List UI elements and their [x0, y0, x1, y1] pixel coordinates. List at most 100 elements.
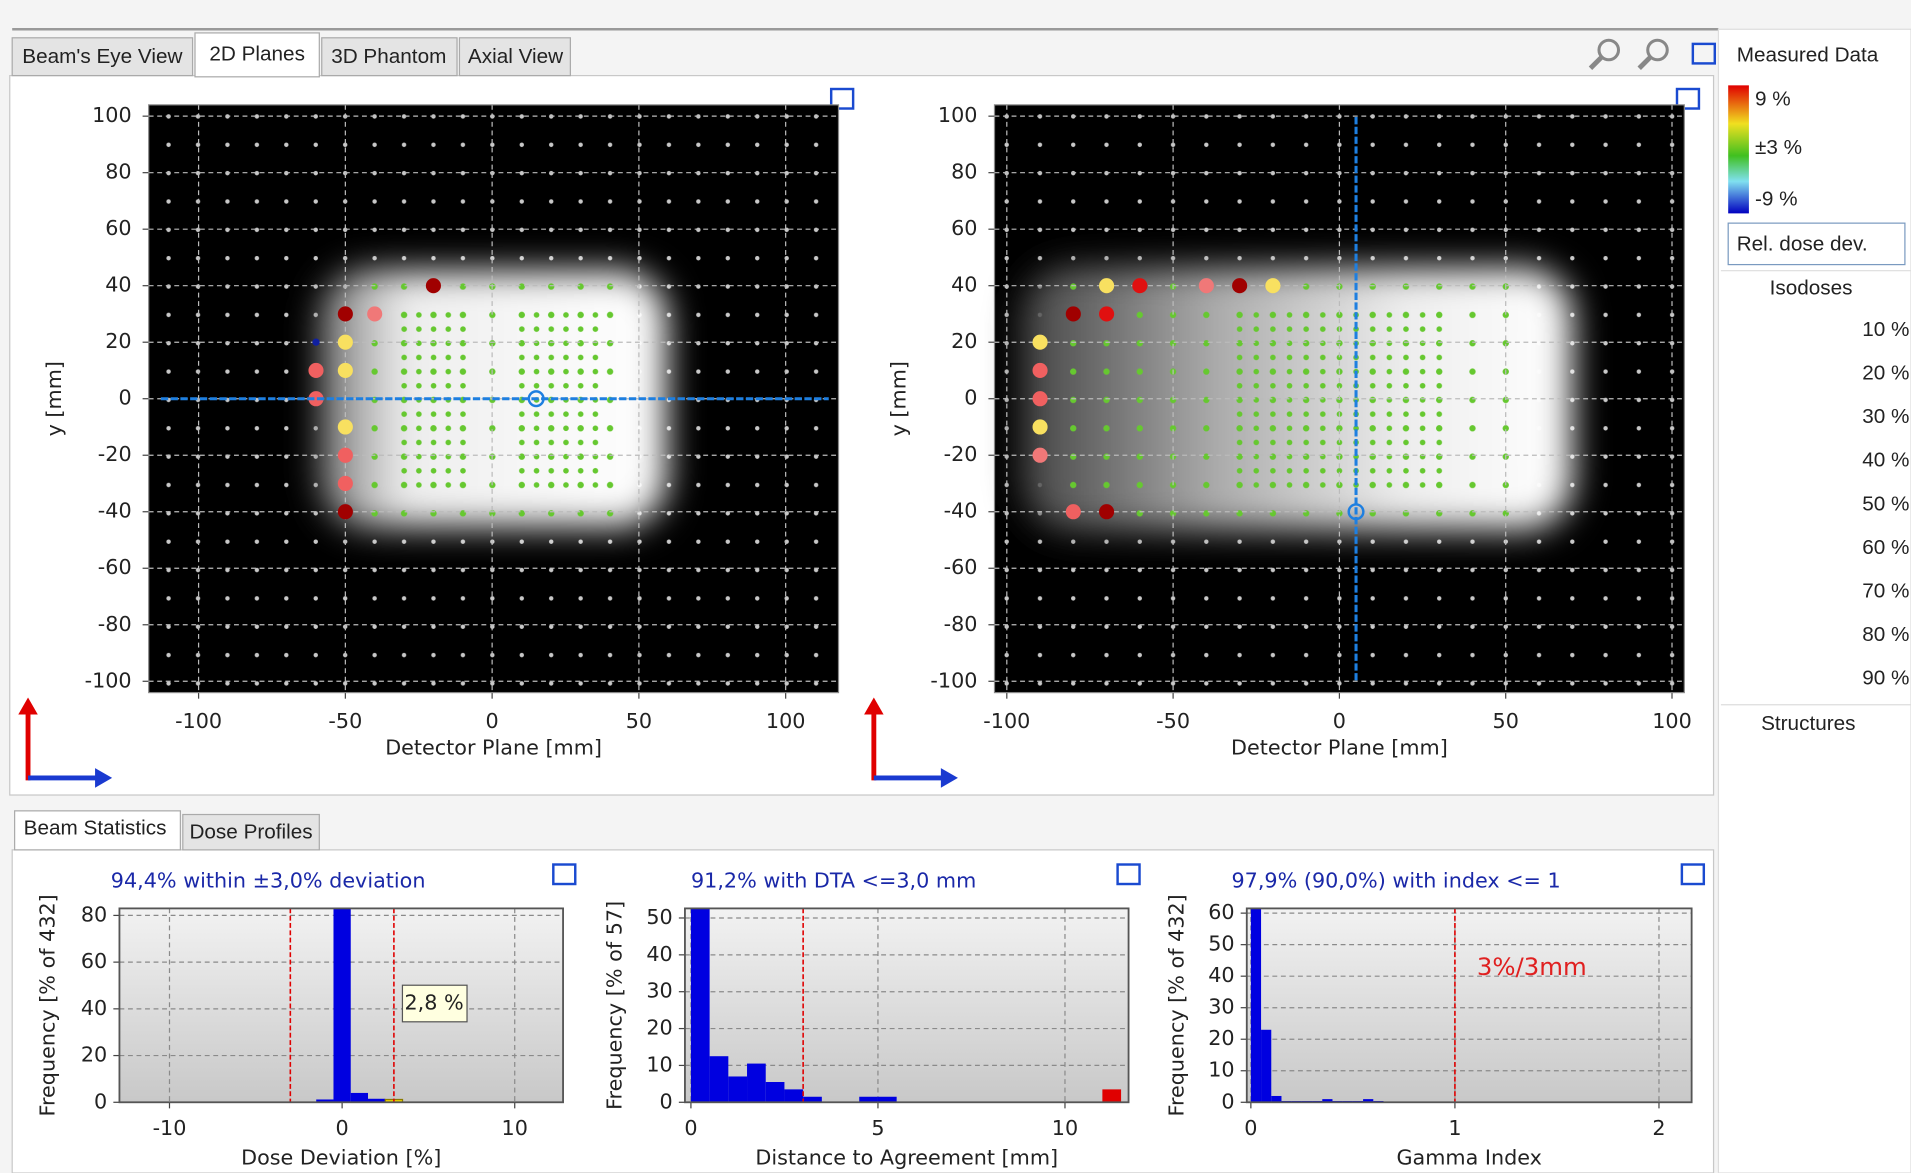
- measured-point: [1198, 278, 1214, 294]
- y-tick-label: 80: [951, 160, 977, 184]
- y-tick-label: 20: [646, 1016, 672, 1040]
- isodose-item: 70 %: [1862, 579, 1909, 602]
- maximize-button[interactable]: [552, 863, 577, 886]
- tab-label[interactable]: Axial View: [468, 45, 564, 68]
- measured-point: [1232, 278, 1248, 294]
- tab-label[interactable]: Beam's Eye View: [22, 45, 183, 68]
- measured-point: [425, 278, 441, 294]
- y-tick-label: -80: [944, 612, 978, 636]
- bar: [747, 1063, 766, 1103]
- y-axis-label: y [mm]: [886, 361, 910, 436]
- bar: [859, 1096, 878, 1103]
- bar: [368, 1098, 386, 1103]
- maximize-button[interactable]: [829, 87, 855, 110]
- section-title[interactable]: Isodoses: [1770, 276, 1853, 299]
- bar: [709, 1056, 729, 1103]
- tab[interactable]: [458, 37, 571, 77]
- x-tick-label: 0: [684, 1116, 697, 1140]
- y-tick-label: -100: [930, 668, 977, 692]
- maximize-button[interactable]: [1116, 863, 1141, 886]
- isodose-item: 90 %: [1862, 667, 1909, 690]
- y-axis-label: y [mm]: [42, 361, 66, 436]
- zoom-in[interactable]: [1588, 38, 1621, 71]
- measured-point: [337, 475, 353, 492]
- y-tick-label: 60: [1208, 900, 1234, 924]
- tab[interactable]: [182, 813, 320, 851]
- x-tick-label: 0: [1244, 1116, 1257, 1140]
- tab[interactable]: [321, 37, 458, 77]
- y-tick-label: 60: [951, 216, 977, 240]
- measured-point: [308, 362, 324, 379]
- measured-point: [312, 338, 320, 346]
- x-tick-label: 0: [1333, 709, 1346, 733]
- tab-active[interactable]: [194, 32, 320, 78]
- y-tick-label: 40: [646, 942, 672, 966]
- chart-title: 91,2% with DTA <=3,0 mm: [691, 869, 976, 893]
- bar: [1271, 1095, 1282, 1103]
- y-tick-label: -60: [98, 555, 132, 579]
- tab-label[interactable]: 3D Phantom: [331, 45, 446, 68]
- measured-point: [308, 391, 324, 407]
- annotation: 2,8 %: [405, 991, 464, 1015]
- x-tick-label: 50: [626, 709, 652, 733]
- y-tick-label: -40: [944, 499, 978, 523]
- y-tick-label: -20: [944, 442, 978, 466]
- axes-indicator: [18, 697, 113, 788]
- side-panel: [1717, 28, 1911, 1173]
- x-tick-label: 10: [502, 1116, 528, 1140]
- y-tick-label: -20: [98, 442, 132, 466]
- plot-frame: [684, 907, 1130, 1104]
- zoom-out[interactable]: [1637, 38, 1669, 71]
- scale-label: ±3 %: [1755, 136, 1802, 159]
- y-tick-label: 20: [1208, 1026, 1234, 1050]
- y-tick-label: 30: [646, 979, 672, 1003]
- bar: [1322, 1099, 1333, 1103]
- x-tick-label: 0: [486, 709, 499, 733]
- y-tick-label: 20: [951, 329, 977, 353]
- crosshair-point: [527, 390, 545, 408]
- y-tick-label: 50: [646, 905, 672, 929]
- bar: [784, 1089, 804, 1103]
- dropdown-value[interactable]: Rel. dose dev.: [1737, 233, 1868, 256]
- maximize-button[interactable]: [1691, 42, 1716, 65]
- maximize-button[interactable]: [1680, 863, 1706, 886]
- x-tick-label: 10: [1052, 1116, 1078, 1140]
- x-tick-label: -10: [153, 1116, 187, 1140]
- bar: [333, 908, 351, 1103]
- y-tick-label: -80: [98, 612, 132, 636]
- tab[interactable]: [11, 37, 194, 77]
- dropdown[interactable]: [1727, 222, 1906, 266]
- measured-point: [337, 306, 353, 322]
- section-title[interactable]: Structures: [1761, 712, 1855, 735]
- x-axis-label: Dose Deviation [%]: [241, 1145, 441, 1169]
- scale-label: -9 %: [1755, 187, 1798, 210]
- annotation-box: [401, 984, 468, 1023]
- y-tick-label: 60: [81, 949, 107, 973]
- panel-title: Measured Data: [1737, 44, 1879, 67]
- plot-frame: [148, 104, 840, 694]
- y-tick-label: 40: [951, 273, 977, 297]
- side-content: Measured Data 9 % ±3 % -9 % Rel. dose de…: [1720, 44, 1911, 735]
- y-tick-label: 30: [1208, 995, 1234, 1019]
- tab-label[interactable]: Beam Statistics: [24, 817, 167, 840]
- y-axis-label: Frequency [% of 432]: [1164, 894, 1188, 1116]
- color-scale: [1728, 85, 1749, 214]
- x-tick-label: 50: [1493, 709, 1519, 733]
- measured-point: [337, 447, 353, 463]
- y-tick-label: 60: [105, 216, 131, 240]
- maximize-button[interactable]: [1675, 87, 1701, 110]
- tab-active[interactable]: [14, 810, 181, 851]
- measured-point: [1099, 278, 1115, 294]
- tab-label[interactable]: Dose Profiles: [189, 820, 312, 843]
- y-tick-label: 50: [1208, 932, 1234, 956]
- y-tick-label: 0: [660, 1089, 673, 1113]
- x-tick-label: 2: [1652, 1116, 1665, 1140]
- y-tick-label: 20: [105, 329, 131, 353]
- isodose-item: 20 %: [1862, 361, 1909, 384]
- x-tick-label: 100: [766, 709, 806, 733]
- measured-point: [1265, 278, 1281, 294]
- y-tick-label: 10: [646, 1052, 672, 1076]
- measured-point: [367, 306, 383, 322]
- tab-label[interactable]: 2D Planes: [209, 42, 305, 65]
